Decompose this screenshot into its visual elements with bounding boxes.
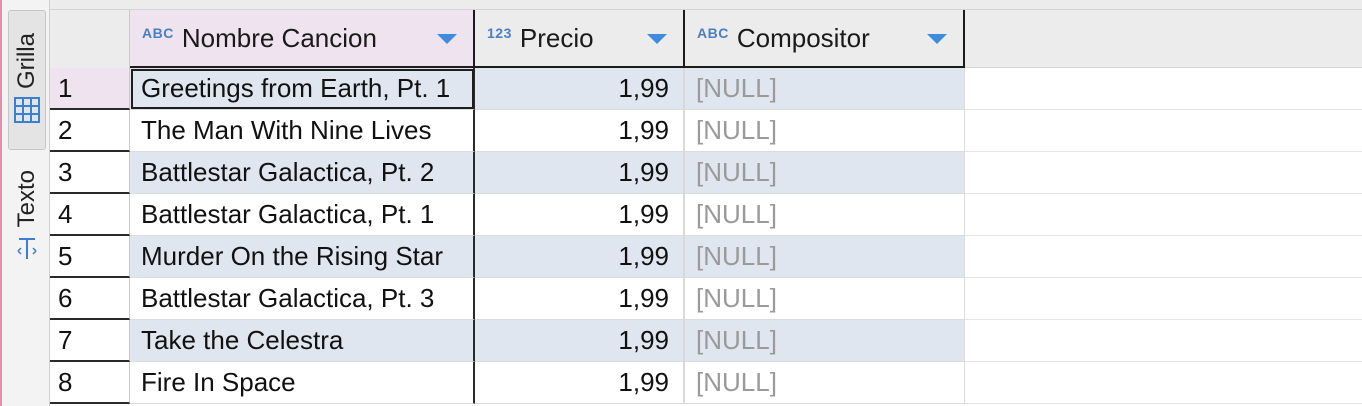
row-empty-area	[965, 152, 1362, 194]
cell-compositor[interactable]: [NULL]	[685, 194, 965, 236]
left-accent-bar	[0, 0, 2, 406]
grid-icon	[12, 95, 42, 130]
row-number[interactable]: 8	[50, 362, 130, 404]
row-empty-area	[965, 278, 1362, 320]
cell-precio[interactable]: 1,99	[475, 152, 685, 194]
column-header-label: Precio	[519, 22, 594, 53]
cell-precio[interactable]: 1,99	[475, 278, 685, 320]
tab-grid-label: Grilla	[13, 33, 40, 90]
table-row[interactable]: 6 Battlestar Galactica, Pt. 3 1,99 [NULL…	[50, 278, 1362, 320]
cell-compositor[interactable]: [NULL]	[685, 320, 965, 362]
tab-grid[interactable]: Grilla	[8, 10, 46, 150]
table-row[interactable]: 7 Take the Celestra 1,99 [NULL]	[50, 320, 1362, 362]
column-header-nombre-cancion[interactable]: ABC Nombre Cancion	[130, 10, 475, 68]
sort-filter-dropdown-icon[interactable]	[927, 34, 947, 44]
text-format-icon	[15, 233, 39, 268]
cell-precio[interactable]: 1,99	[475, 362, 685, 404]
row-number[interactable]: 2	[50, 110, 130, 152]
row-number[interactable]: 7	[50, 320, 130, 362]
cell-precio[interactable]: 1,99	[475, 68, 685, 110]
view-mode-tabs: Grilla Texto	[2, 0, 50, 406]
cell-compositor[interactable]: [NULL]	[685, 236, 965, 278]
cell-precio[interactable]: 1,99	[475, 194, 685, 236]
cell-precio[interactable]: 1,99	[475, 110, 685, 152]
cell-nombre-cancion[interactable]: Battlestar Galactica, Pt. 3	[130, 278, 475, 320]
tab-text[interactable]: Texto	[8, 158, 46, 288]
cell-compositor[interactable]: [NULL]	[685, 110, 965, 152]
table-row[interactable]: 3 Battlestar Galactica, Pt. 2 1,99 [NULL…	[50, 152, 1362, 194]
row-number[interactable]: 1	[50, 68, 130, 110]
row-number-header[interactable]	[50, 10, 130, 68]
cell-nombre-cancion[interactable]: The Man With Nine Lives	[130, 110, 475, 152]
cell-compositor[interactable]: [NULL]	[685, 362, 965, 404]
top-toolbar-strip	[0, 0, 1362, 10]
table-row[interactable]: 1 Greetings from Earth, Pt. 1 1,99 [NULL…	[50, 68, 1362, 110]
column-header-label: Compositor	[736, 22, 870, 53]
table-row[interactable]: 2 The Man With Nine Lives 1,99 [NULL]	[50, 110, 1362, 152]
cell-compositor[interactable]: [NULL]	[685, 68, 965, 110]
sort-filter-dropdown-icon[interactable]	[647, 34, 667, 44]
cell-nombre-cancion[interactable]: Greetings from Earth, Pt. 1	[130, 68, 475, 110]
cell-precio[interactable]: 1,99	[475, 320, 685, 362]
text-type-icon: ABC	[697, 25, 729, 41]
row-number[interactable]: 5	[50, 236, 130, 278]
row-empty-area	[965, 362, 1362, 404]
row-empty-area	[965, 110, 1362, 152]
row-empty-area	[965, 68, 1362, 110]
cell-nombre-cancion[interactable]: Battlestar Galactica, Pt. 1	[130, 194, 475, 236]
row-number[interactable]: 3	[50, 152, 130, 194]
row-number[interactable]: 4	[50, 194, 130, 236]
tab-text-label: Texto	[13, 170, 40, 228]
column-header-compositor[interactable]: ABC Compositor	[685, 10, 965, 68]
row-empty-area	[965, 320, 1362, 362]
header-empty-area	[965, 10, 1362, 68]
cell-precio[interactable]: 1,99	[475, 236, 685, 278]
cell-nombre-cancion[interactable]: Murder On the Rising Star	[130, 236, 475, 278]
cell-nombre-cancion[interactable]: Fire In Space	[130, 362, 475, 404]
cell-nombre-cancion[interactable]: Take the Celestra	[130, 320, 475, 362]
row-empty-area	[965, 236, 1362, 278]
sort-filter-dropdown-icon[interactable]	[437, 34, 457, 44]
number-type-icon: 123	[487, 25, 512, 41]
row-number[interactable]: 6	[50, 278, 130, 320]
cell-nombre-cancion[interactable]: Battlestar Galactica, Pt. 2	[130, 152, 475, 194]
column-header-precio[interactable]: 123 Precio	[475, 10, 685, 68]
column-header-label: Nombre Cancion	[181, 22, 377, 53]
cell-compositor[interactable]: [NULL]	[685, 152, 965, 194]
table-row[interactable]: 4 Battlestar Galactica, Pt. 1 1,99 [NULL…	[50, 194, 1362, 236]
table-row[interactable]: 5 Murder On the Rising Star 1,99 [NULL]	[50, 236, 1362, 278]
row-empty-area	[965, 194, 1362, 236]
table-row[interactable]: 8 Fire In Space 1,99 [NULL]	[50, 362, 1362, 404]
cell-compositor[interactable]: [NULL]	[685, 278, 965, 320]
text-type-icon: ABC	[142, 25, 174, 41]
